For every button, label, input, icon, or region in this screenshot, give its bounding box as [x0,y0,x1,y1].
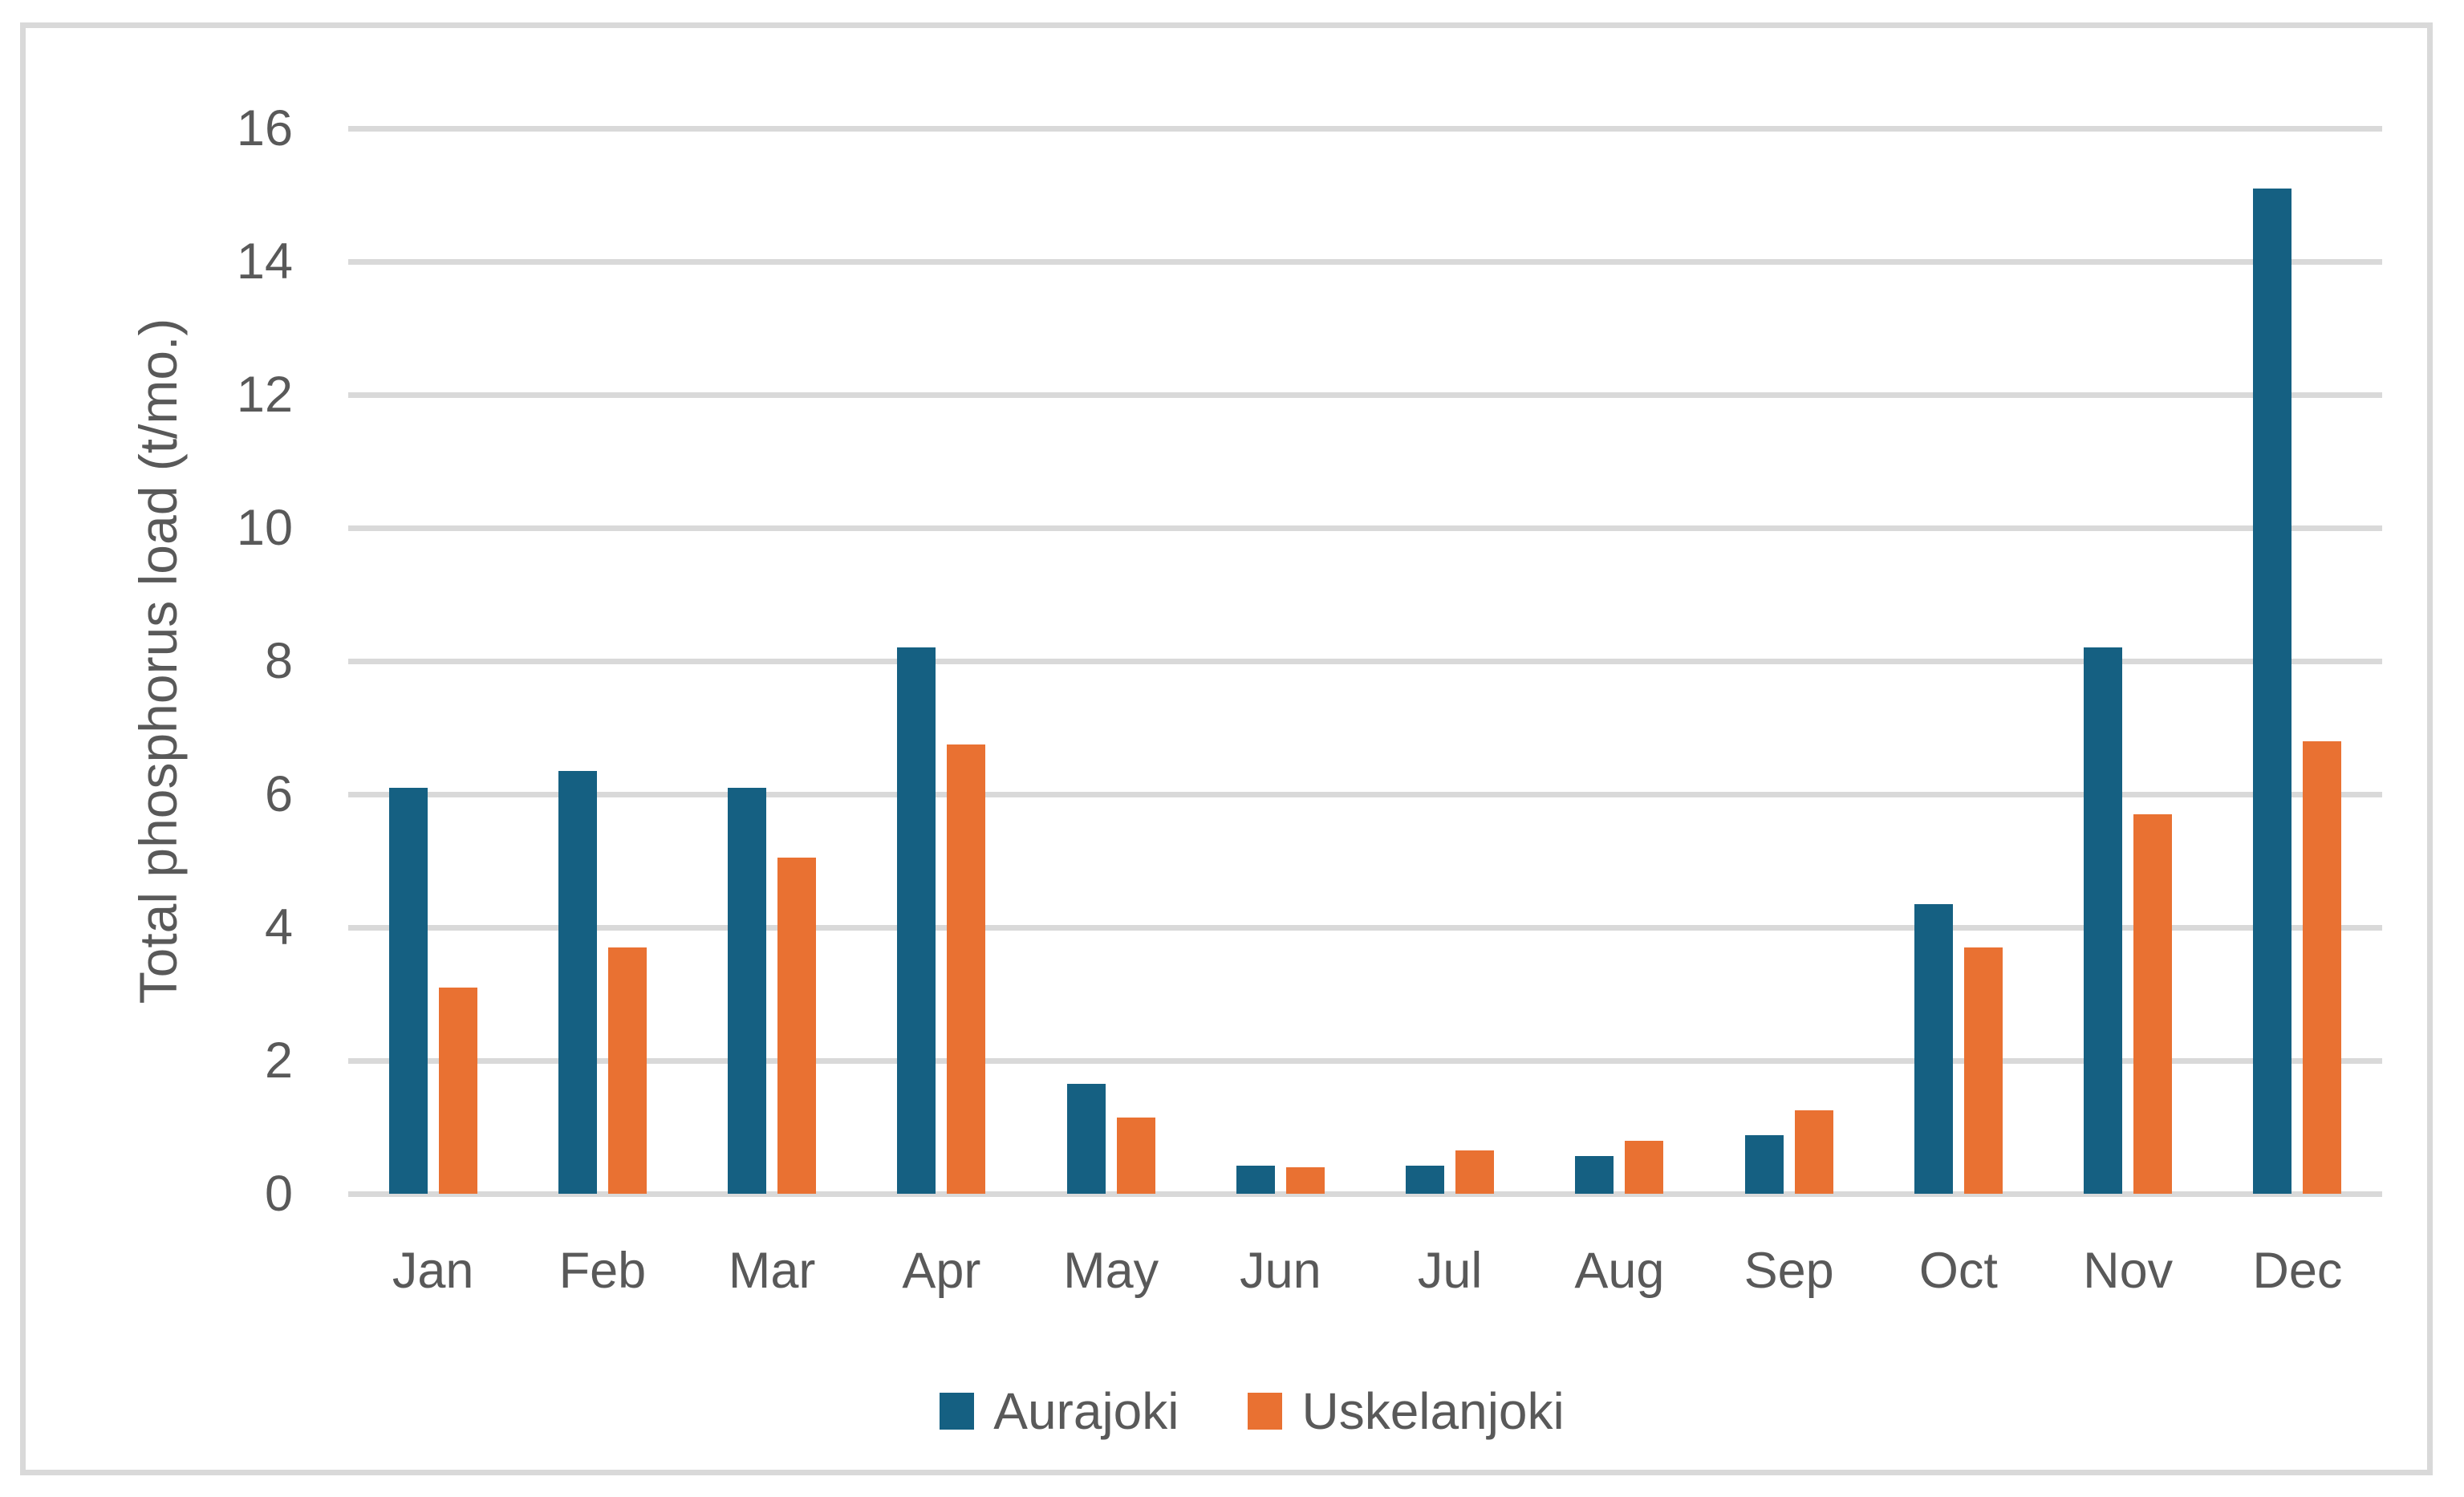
x-axis-label-jun: Jun [1240,1243,1321,1299]
bar-uskelanjoki-mar [777,857,817,1194]
chart-frame: Total phosphorus load (t/mo.) 0 2 4 6 8 10 12 1… [20,22,2433,1475]
legend-item-aurajoki: Aurajoki [940,1381,1179,1441]
bar-group-feb [518,128,687,1194]
bar-aurajoki-nov [2084,647,2123,1194]
bar-aurajoki-dec [2253,188,2292,1194]
x-axis-label-apr: Apr [902,1243,981,1299]
y-tick-label-8: 8 [264,633,293,689]
x-axis-label-jan: Jan [392,1243,474,1299]
bar-uskelanjoki-nov [2133,813,2173,1194]
bar-group-jun [1195,128,1365,1194]
gridline-8 [348,658,2382,664]
gridline-6 [348,791,2382,797]
x-axis-label-sep: Sep [1743,1243,1834,1299]
gridline-2 [348,1057,2382,1064]
bar-aurajoki-oct [1914,903,1953,1194]
y-tick-label-0: 0 [264,1166,293,1222]
bar-aurajoki-jun [1236,1166,1275,1194]
bar-group-jul [1366,128,1535,1194]
legend-swatch-uskelanjoki [1248,1393,1283,1430]
bar-aurajoki-aug [1575,1155,1614,1194]
bar-aurajoki-feb [558,770,597,1194]
bar-group-mar [688,128,857,1194]
x-axis-label-jul: Jul [1417,1243,1483,1299]
x-axis-label-aug: Aug [1574,1243,1665,1299]
gridline-0 [348,1191,2382,1197]
x-axis-label-nov: Nov [2083,1243,2174,1299]
bar-group-aug [1535,128,1704,1194]
bar-group-oct [1873,128,2043,1194]
bar-group-nov [2044,128,2213,1194]
x-axis-label-may: May [1063,1243,1159,1299]
bar-group-apr [857,128,1026,1194]
gridline-14 [348,258,2382,265]
bar-group-sep [1704,128,1873,1194]
bar-aurajoki-mar [728,787,767,1194]
x-axis-label-mar: Mar [728,1243,816,1299]
bar-aurajoki-sep [1744,1134,1784,1194]
legend-label-uskelanjoki: Uskelanjoki [1301,1382,1565,1440]
bar-aurajoki-apr [897,647,936,1194]
bar-aurajoki-jan [388,787,428,1194]
bar-uskelanjoki-feb [607,947,647,1194]
y-tick-label-14: 14 [236,233,293,290]
gridline-10 [348,525,2382,531]
legend-item-uskelanjoki: Uskelanjoki [1248,1381,1565,1441]
bar-uskelanjoki-may [1116,1117,1155,1194]
bar-group-dec [2213,128,2382,1194]
x-axis-label-feb: Feb [558,1243,647,1299]
bar-uskelanjoki-oct [1963,947,2003,1194]
gridline-4 [348,924,2382,931]
bar-uskelanjoki-dec [2303,740,2342,1194]
bar-aurajoki-may [1066,1084,1106,1194]
legend: Aurajoki Uskelanjoki [46,1381,2458,1441]
y-tick-label-12: 12 [236,367,293,423]
legend-label-aurajoki: Aurajoki [993,1382,1179,1440]
legend-swatch-aurajoki [940,1393,975,1430]
bar-group-may [1026,128,1195,1194]
x-axis-label-oct: Oct [1918,1243,1998,1299]
bar-uskelanjoki-sep [1794,1110,1833,1194]
gridline-16 [348,125,2382,132]
gridline-12 [348,391,2382,398]
y-tick-label-16: 16 [236,100,293,156]
y-tick-label-2: 2 [264,1032,293,1089]
plot-area [348,125,2382,1197]
bar-uskelanjoki-aug [1625,1140,1664,1194]
bar-uskelanjoki-jul [1455,1150,1495,1194]
y-tick-label-4: 4 [264,899,293,955]
bar-uskelanjoki-jan [438,987,477,1194]
x-axis-label-dec: Dec [2252,1243,2343,1299]
y-tick-label-6: 6 [264,766,293,822]
bar-uskelanjoki-jun [1285,1166,1325,1194]
y-tick-label-10: 10 [236,500,293,556]
bar-uskelanjoki-apr [947,744,986,1194]
bar-aurajoki-jul [1406,1166,1445,1194]
bar-group-jan [348,128,518,1194]
